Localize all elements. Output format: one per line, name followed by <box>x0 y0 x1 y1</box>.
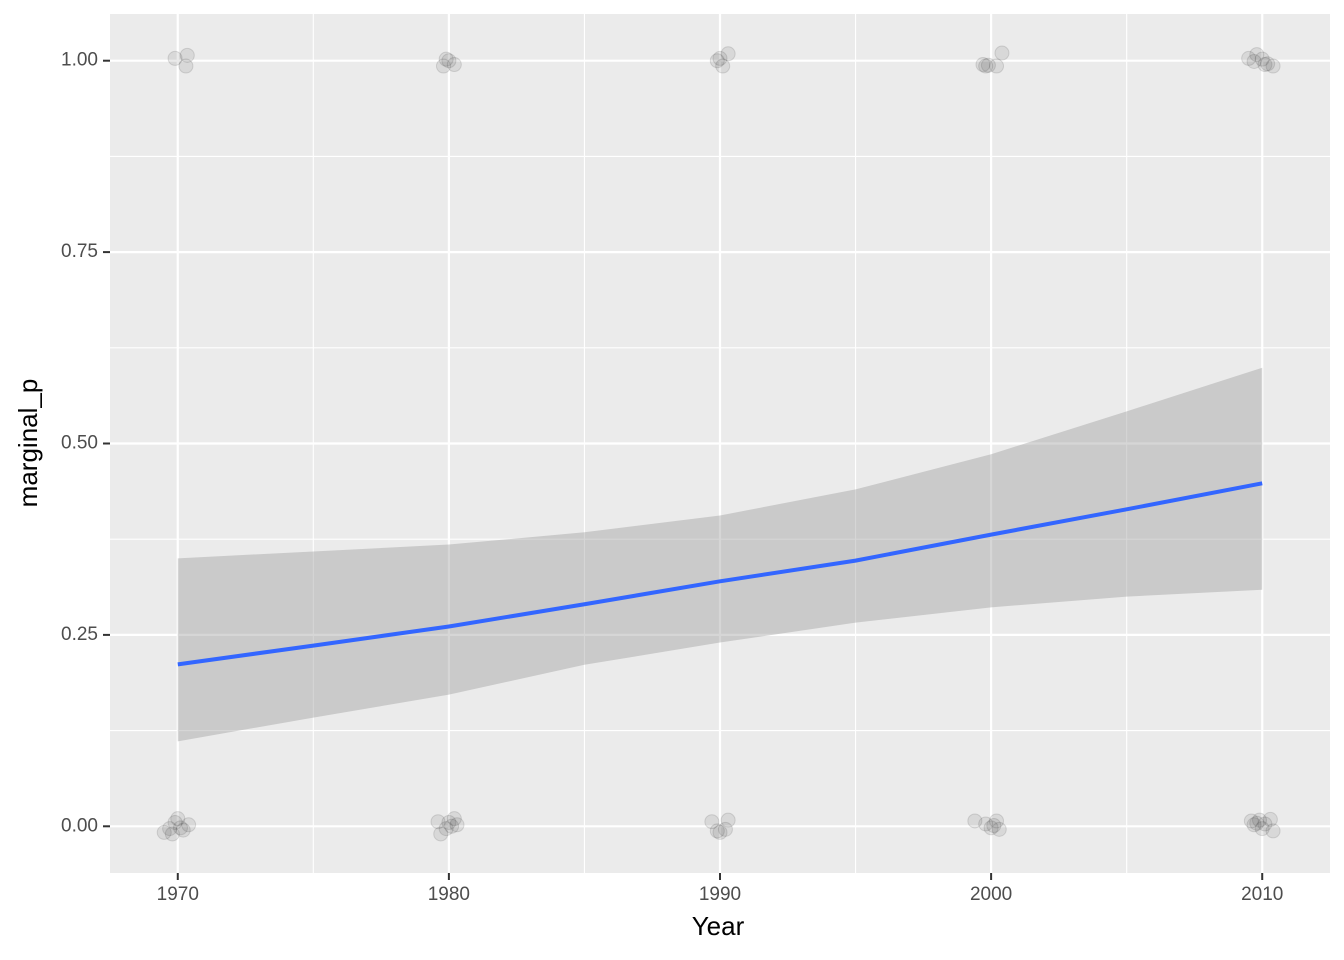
point <box>980 57 996 73</box>
point <box>1254 821 1270 837</box>
point <box>181 817 197 833</box>
point <box>1257 57 1273 73</box>
y-tick-label: 0.75 <box>61 241 98 262</box>
point <box>720 46 736 62</box>
point <box>1246 53 1262 69</box>
point <box>446 57 462 73</box>
point <box>162 821 178 837</box>
point <box>441 53 457 69</box>
smooth-line <box>177 481 1263 667</box>
point <box>715 58 731 74</box>
point <box>712 824 728 840</box>
point <box>991 821 1007 837</box>
point <box>978 58 994 74</box>
point <box>156 824 172 840</box>
point <box>975 57 991 73</box>
point <box>720 812 736 828</box>
point <box>1249 815 1265 831</box>
point <box>164 826 180 842</box>
point <box>167 50 183 66</box>
x-tick-label: 1980 <box>428 884 470 905</box>
point <box>704 814 720 830</box>
point <box>1262 811 1278 827</box>
y-tick-label: 0.00 <box>61 815 98 836</box>
point <box>172 820 188 836</box>
point <box>994 45 1010 61</box>
point <box>175 822 191 838</box>
point <box>1243 813 1259 829</box>
point <box>983 820 999 836</box>
point <box>438 51 454 67</box>
point <box>435 58 451 74</box>
point <box>1265 58 1281 74</box>
point <box>444 818 460 834</box>
point <box>433 826 449 842</box>
point <box>989 58 1005 74</box>
point <box>978 816 994 832</box>
point <box>709 53 725 69</box>
point <box>1260 56 1276 72</box>
point <box>717 821 733 837</box>
point <box>986 818 1002 834</box>
point <box>1246 817 1262 833</box>
y-tick-label: 0.25 <box>61 624 98 645</box>
point <box>170 811 186 827</box>
x-axis-label: Year <box>692 911 745 941</box>
x-tick-label: 1970 <box>157 884 199 905</box>
point <box>449 817 465 833</box>
point <box>1252 812 1268 828</box>
point <box>1254 51 1270 67</box>
y-axis-label: marginal_p <box>13 379 43 508</box>
point <box>178 58 194 74</box>
point <box>712 50 728 66</box>
y-tick-label: 0.50 <box>61 433 98 454</box>
point <box>441 814 457 830</box>
point <box>430 814 446 830</box>
point <box>1249 47 1265 63</box>
point <box>1257 816 1273 832</box>
point <box>438 821 454 837</box>
point <box>1241 50 1257 66</box>
x-tick-label: 1990 <box>699 884 741 905</box>
y-tick-label: 1.00 <box>61 50 98 71</box>
point <box>446 811 462 827</box>
confidence-band <box>177 367 1263 742</box>
x-tick-label: 2010 <box>1241 884 1283 905</box>
x-tick-label: 2000 <box>970 884 1012 905</box>
point <box>167 814 183 830</box>
point <box>179 47 195 63</box>
point <box>989 813 1005 829</box>
point <box>1265 823 1281 839</box>
point <box>967 813 983 829</box>
point <box>709 823 725 839</box>
